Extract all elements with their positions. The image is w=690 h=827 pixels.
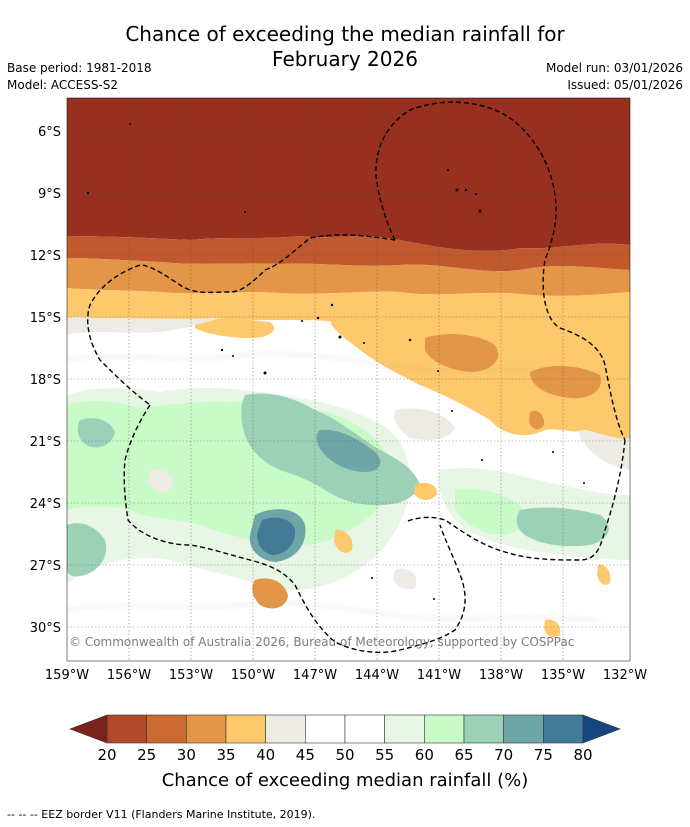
lon-label: 153°W [169,668,213,683]
lat-label: 27°S [30,559,61,574]
lon-label: 159°W [45,668,89,683]
colorbar-swatch [186,714,227,744]
colorbar-swatch [503,714,544,744]
lat-label: 9°S [38,187,61,202]
issued-date: Issued: 05/01/2026 [567,78,683,92]
region-75-80-center [316,429,381,472]
colorbar-tick-label: 60 [415,746,434,764]
colorbar-swatch [543,714,584,744]
blob-30-35-small [529,410,545,430]
colorbar-swatch [265,714,306,744]
blob-30-35-south [252,578,288,609]
lon-label: 138°W [479,668,523,683]
colorbar-swatch [384,714,425,744]
lon-label: 156°W [107,668,151,683]
region-below-25 [67,98,630,251]
lat-label: 15°S [30,311,61,326]
lat-label: 6°S [38,125,61,140]
region-65-70-se [455,488,524,535]
colorbar-tick-label: 55 [375,746,394,764]
blob-35-40-west [195,318,274,338]
copyright-notice: © Commonwealth of Australia 2026, Bureau… [69,635,574,649]
blob-40-45-s [393,569,417,590]
longitude-labels: 159°W 156°W 153°W 150°W 147°W 144°W 141°… [45,668,647,683]
colorbar-swatch [146,714,187,744]
band-35-40 [67,288,630,325]
eez-borders [87,101,626,654]
blob-30-35-east-2 [530,365,601,399]
colorbar-tick-label: 80 [573,746,592,764]
blob-40-45-sw [148,469,173,492]
title-line-2: February 2026 [272,47,418,71]
band-30-35 [67,258,630,296]
colorbar-tick-label: 70 [494,746,513,764]
lon-label: 147°W [293,668,337,683]
model-run: Model run: 03/01/2026 [545,61,683,75]
blob-35-40-mid [414,482,438,500]
lon-label: 135°W [541,668,585,683]
colorbar-tick-label: 40 [256,746,275,764]
colorbar-swatch [305,714,346,744]
map-title: Chance of exceeding the median rainfall … [0,22,690,72]
colorbar-swatch [344,714,385,744]
lat-label: 12°S [30,249,61,264]
latitude-labels: 6°S 9°S 12°S 15°S 18°S 21°S 24°S 27°S 30… [30,125,61,636]
colorbar-tick-label: 50 [335,746,354,764]
gridlines [67,98,630,661]
colorbar-label: Chance of exceeding median rainfall (%) [161,770,529,791]
blob-35-40-south [334,529,353,553]
band-25-30 [67,236,630,272]
title-line-1: Chance of exceeding the median rainfall … [125,22,565,46]
band-40-45 [67,317,220,334]
lon-label: 141°W [417,668,461,683]
model-name: Model: ACCESS-S2 [7,78,119,92]
colorbar-tick-label: 30 [177,746,196,764]
colorbar-tick-label: 35 [216,746,235,764]
lat-label: 30°S [30,621,61,636]
lat-label: 18°S [30,373,61,388]
lon-label: 150°W [231,668,275,683]
colorbar-tick-label: 25 [137,746,156,764]
colorbar-tick-label: 75 [534,746,553,764]
rainfall-field: © Commonwealth of Australia 2026, Bureau… [67,98,630,661]
map-figure: © Commonwealth of Australia 2026, Bureau… [30,97,647,764]
blob-40-45-se [394,408,455,440]
meta-left: Base period: 1981-2018 Model: ACCESS-S2 [7,60,152,94]
lat-label: 21°S [30,435,61,450]
colorbar-swatch [106,714,147,744]
blob-30-35-east [425,334,499,372]
region-80-plus [257,517,296,555]
colorbar-tick-label: 20 [97,746,116,764]
colorbar-extend-low [69,714,108,744]
meta-right: Model run: 03/01/2026 Issued: 05/01/2026 [546,60,683,94]
colorbar-tick-label: 45 [296,746,315,764]
colorbar: 20 25 30 35 40 45 50 55 60 65 70 75 80 [69,714,621,764]
band-40-45-east [579,430,630,470]
base-period: Base period: 1981-2018 [7,61,152,75]
blob-35-40-s-east [544,619,561,638]
lat-label: 24°S [30,497,61,512]
lon-label: 144°W [355,668,399,683]
lon-label: 132°W [603,668,647,683]
eez-legend-note: -- -- -- EEZ border V11 (Flanders Marine… [7,808,316,821]
islands [86,123,585,600]
colorbar-swatch [225,714,266,744]
region-70-75-sw [67,523,107,577]
blob-35-40-se [597,564,611,585]
region-70-75-nw [77,418,115,448]
colorbar-extend-high [582,714,621,744]
map-frame [66,97,631,662]
colorbar-tick-label: 65 [454,746,473,764]
colorbar-swatch [463,714,504,744]
colorbar-swatch [424,714,465,744]
region-70-75-se [516,507,609,547]
